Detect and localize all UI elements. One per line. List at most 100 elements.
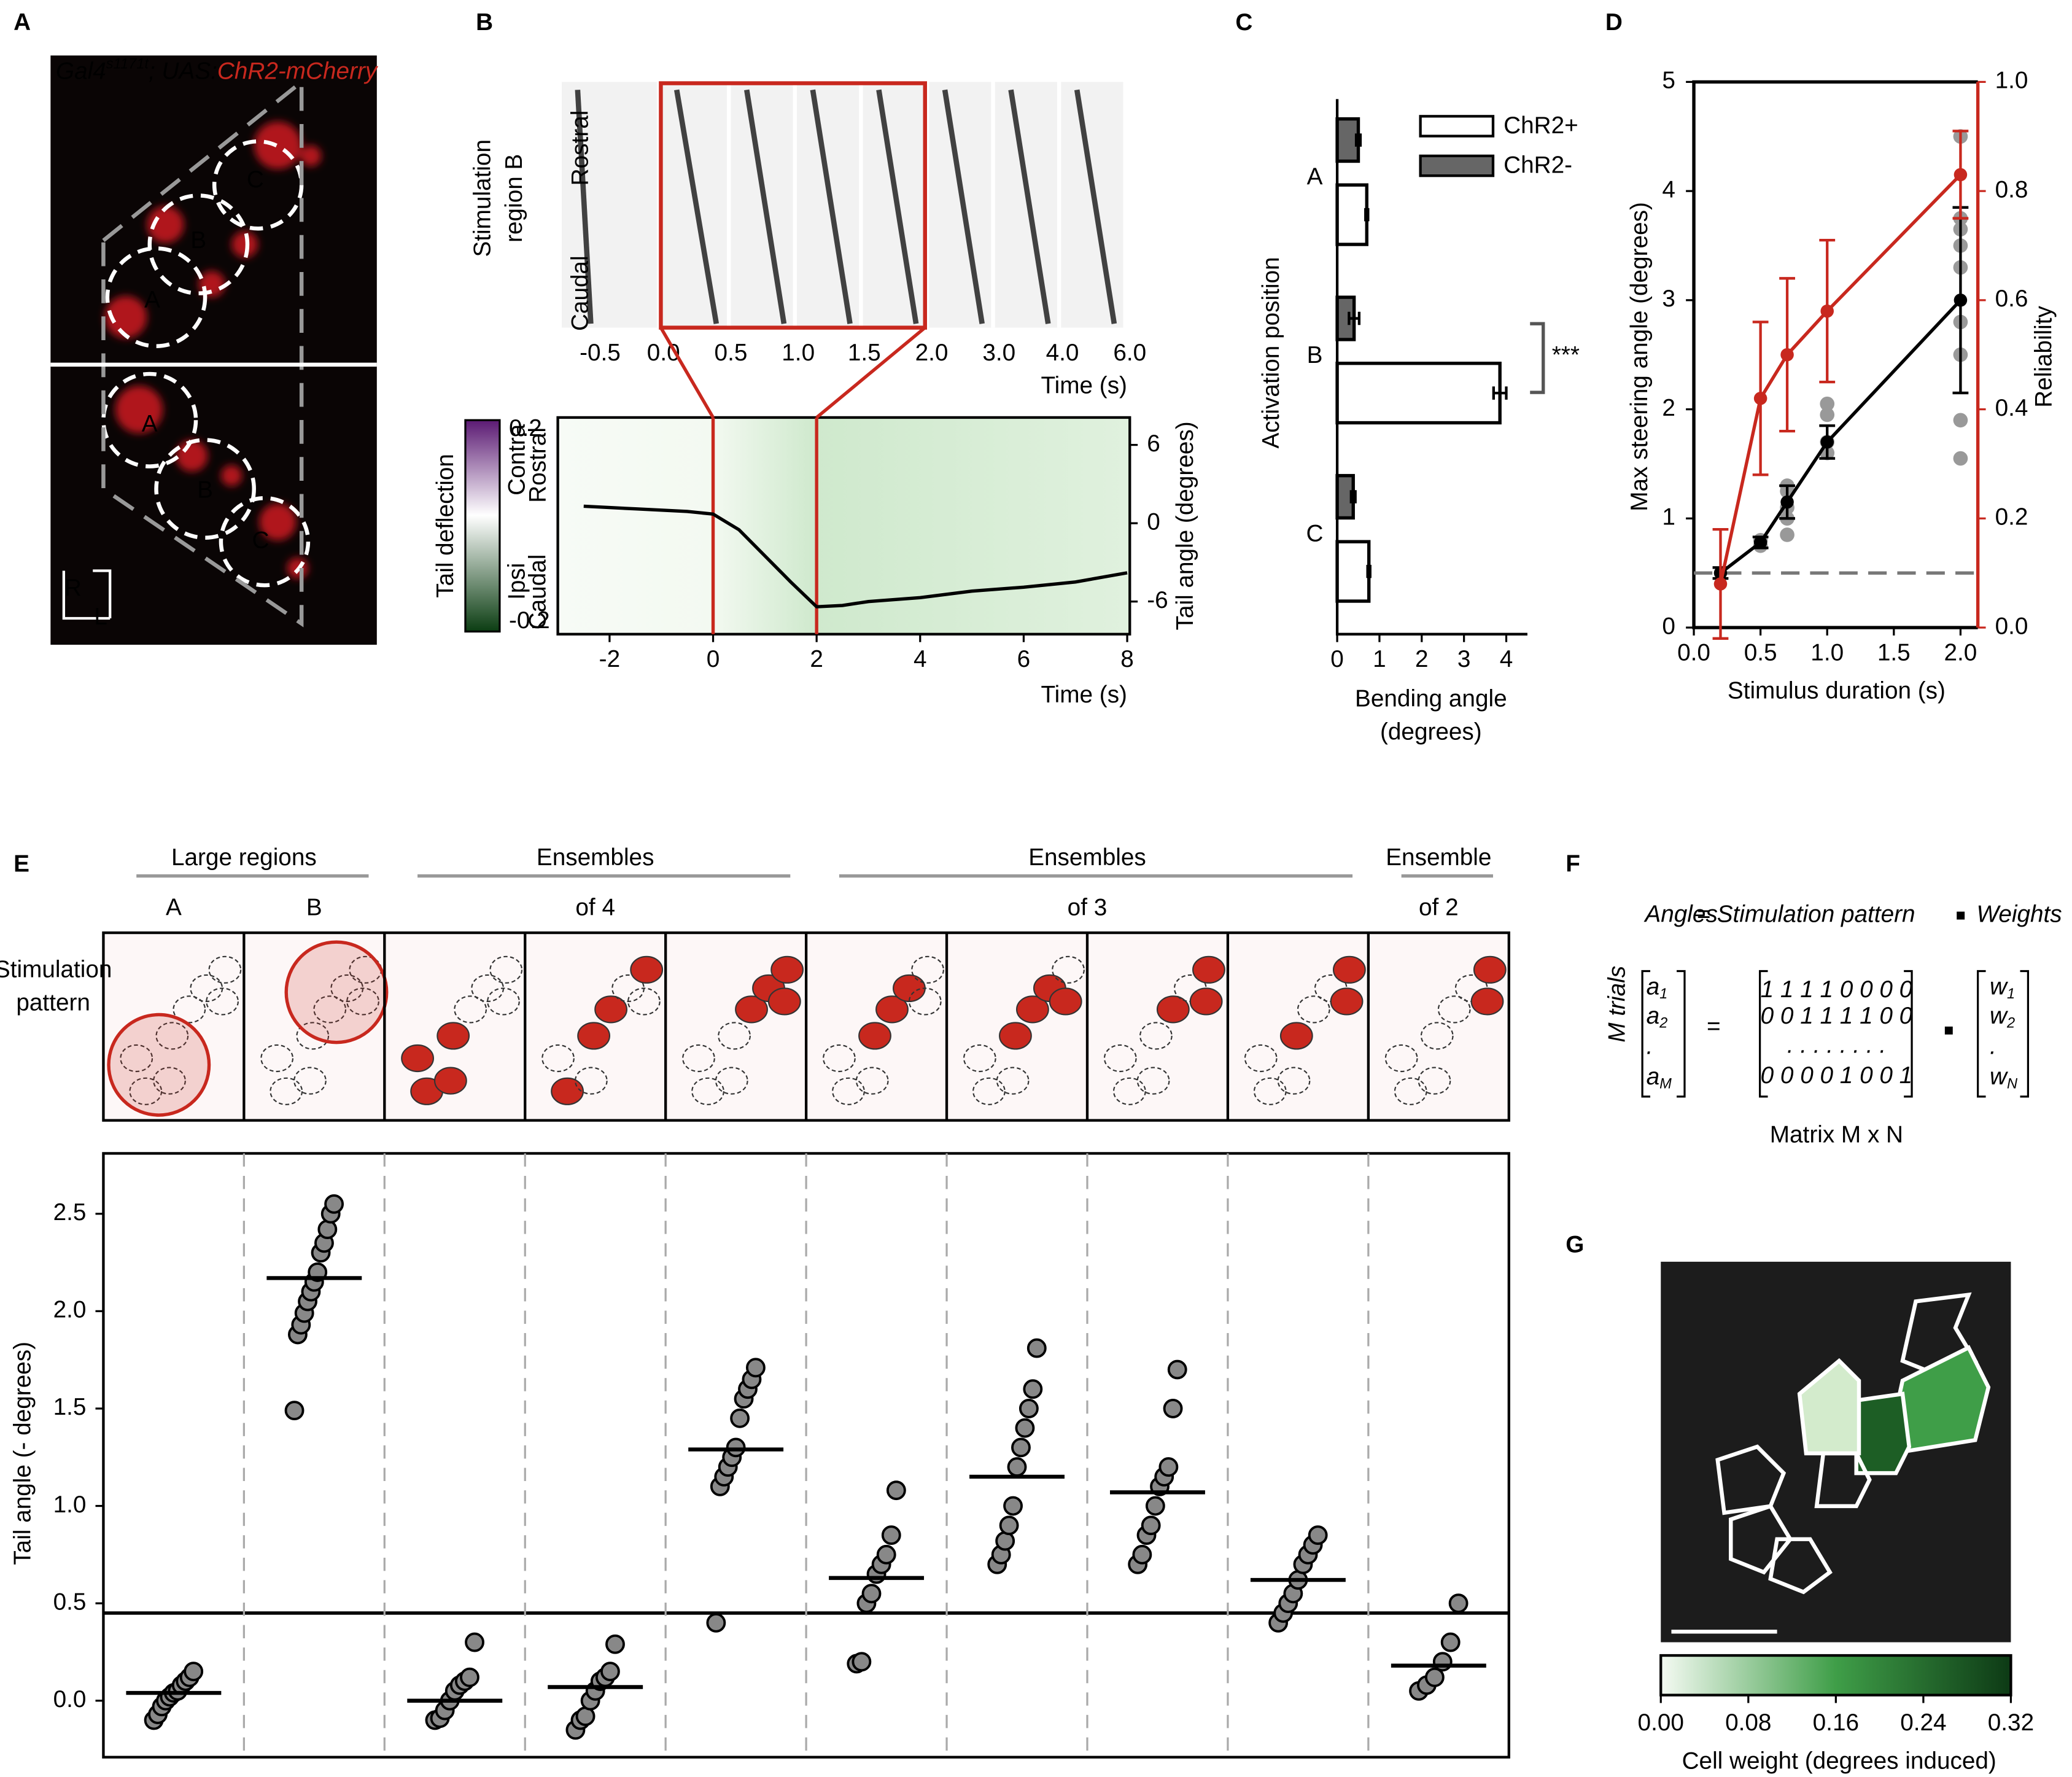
tail-trace bbox=[575, 90, 594, 324]
trial-point bbox=[1011, 1437, 1031, 1458]
group-label: of 3 bbox=[1068, 895, 1108, 921]
entry-sub: 2 bbox=[1659, 1016, 1667, 1032]
x-tick-label: -2 bbox=[599, 646, 620, 672]
trial-point bbox=[1007, 1457, 1027, 1477]
group-label: of 2 bbox=[1419, 895, 1459, 921]
frame-gap bbox=[925, 82, 929, 328]
trial-point bbox=[861, 1584, 882, 1604]
trial-point bbox=[706, 1612, 726, 1633]
trial-point bbox=[1023, 1379, 1043, 1399]
group-label: of 4 bbox=[575, 895, 615, 921]
x-tick-label: 0 bbox=[1330, 646, 1344, 672]
trial-point bbox=[1953, 451, 1968, 466]
trial-point bbox=[1141, 1515, 1161, 1536]
vector-entry: . bbox=[1647, 1033, 1653, 1060]
pattern-label: pattern bbox=[16, 990, 90, 1016]
axis-label: Stimulus duration (s) bbox=[1728, 678, 1946, 704]
cell-outline bbox=[433, 1067, 467, 1095]
point bbox=[1713, 577, 1728, 591]
cell-outline bbox=[1052, 955, 1085, 984]
entry-base: a bbox=[1647, 1003, 1660, 1029]
trial-point bbox=[745, 1358, 766, 1378]
cell-outline bbox=[735, 995, 768, 1024]
frame-label: 3.0 bbox=[982, 340, 1015, 366]
cell-outline bbox=[996, 1067, 1030, 1095]
error-bar bbox=[1348, 311, 1361, 325]
vector-entry: a1 bbox=[1647, 974, 1668, 1003]
category-label: B bbox=[1307, 342, 1323, 368]
region-stim bbox=[107, 1013, 211, 1117]
zoom-connector bbox=[815, 326, 926, 419]
trial-point bbox=[1820, 396, 1835, 411]
frame-gap bbox=[991, 82, 995, 328]
genotype-part: s1171t bbox=[106, 56, 150, 72]
trial-point bbox=[184, 1662, 204, 1682]
cell-outline bbox=[1156, 995, 1190, 1024]
group-title: Ensemble bbox=[1386, 844, 1491, 871]
axis-label: Tail angle (degrees) bbox=[1172, 421, 1198, 630]
y-tick-label: 3 bbox=[1662, 286, 1675, 312]
vector-entry: w2 bbox=[1990, 1003, 2015, 1032]
colorbar-label: Cell weight (degrees induced) bbox=[1682, 1748, 1996, 1775]
y-tick-label: 1 bbox=[1662, 504, 1675, 531]
colorbar-tick-label: 0.32 bbox=[1988, 1709, 2034, 1736]
cell-outline bbox=[1277, 1067, 1311, 1095]
region-label: A bbox=[142, 411, 158, 437]
region-label: B bbox=[190, 227, 206, 254]
axis-label: Tail angle (- degrees) bbox=[10, 1342, 36, 1565]
region-outlines bbox=[101, 139, 311, 588]
colorbar-label: Tail deflection bbox=[432, 454, 459, 598]
region-label: A bbox=[144, 287, 160, 313]
genotype: Gal4s1171t; UAS:ChR2-mCherry bbox=[56, 56, 379, 85]
cell-outline bbox=[1384, 1044, 1418, 1073]
group-label: B bbox=[306, 895, 322, 921]
cell-outline bbox=[1279, 1022, 1313, 1050]
plot-frame bbox=[556, 416, 1131, 636]
cell-outline bbox=[1189, 987, 1223, 1016]
orientation-axes bbox=[62, 569, 112, 620]
x-tick-label: 6 bbox=[1017, 646, 1031, 672]
frame-label: 2.0 bbox=[915, 340, 949, 366]
crop-outline bbox=[101, 77, 304, 628]
cell-outline bbox=[715, 1067, 748, 1095]
cell-outline bbox=[129, 1077, 163, 1105]
cell-outline bbox=[1139, 1022, 1173, 1050]
colorbar-tick-label: 0.24 bbox=[1900, 1709, 1946, 1736]
x-tick-label: 1.5 bbox=[1877, 639, 1911, 666]
vector-entry: wN bbox=[1990, 1063, 2018, 1092]
x-tick-label: 1 bbox=[1373, 646, 1386, 672]
entry-sub: 1 bbox=[1659, 986, 1667, 1002]
frame-gap bbox=[859, 82, 863, 328]
error-bar bbox=[1349, 490, 1357, 504]
cell-outline bbox=[1244, 1044, 1278, 1073]
trial-point bbox=[1163, 1399, 1183, 1418]
region-label: C bbox=[252, 527, 269, 553]
cell-outline bbox=[627, 987, 661, 1016]
category-label: A bbox=[1307, 164, 1323, 190]
trial-point bbox=[600, 1662, 620, 1682]
error-bar bbox=[1492, 386, 1508, 400]
trial-point bbox=[1167, 1359, 1187, 1380]
frame-label: -0.5 bbox=[580, 340, 621, 366]
equation-term: = Stimulation pattern bbox=[1696, 901, 1915, 927]
cell-outline bbox=[1253, 1077, 1287, 1105]
y2-tick-label: 0.4 bbox=[1995, 395, 2028, 421]
cell-outline bbox=[487, 987, 520, 1016]
region-label: B bbox=[197, 477, 213, 504]
colorbar-tick: -0.2 bbox=[509, 607, 550, 634]
cell-outline bbox=[206, 987, 239, 1016]
point bbox=[1753, 535, 1767, 550]
micrograph bbox=[50, 55, 377, 645]
cell-outline bbox=[293, 1067, 327, 1095]
colorbar-tick: 0.2 bbox=[509, 415, 542, 441]
colorbar-end: Ipsi bbox=[503, 563, 530, 600]
point bbox=[1954, 294, 1968, 307]
y-tick-label: 0.0 bbox=[53, 1686, 87, 1713]
trial-point bbox=[1820, 407, 1835, 422]
cell-outline bbox=[313, 995, 347, 1024]
cell-outline bbox=[1394, 1077, 1427, 1105]
heat-ylabel: Caudal bbox=[525, 554, 551, 630]
orientation-label: R bbox=[64, 575, 82, 601]
cell-outline bbox=[1112, 1077, 1146, 1105]
cell-outline bbox=[454, 995, 487, 1024]
